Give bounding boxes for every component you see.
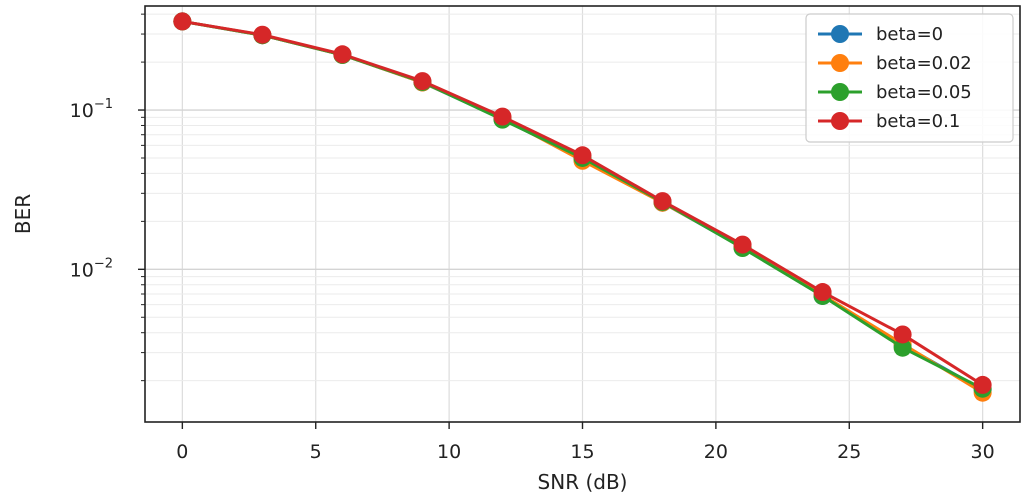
legend-marker — [831, 112, 849, 130]
y-axis: 10−1 10−2 — [70, 13, 145, 382]
data-point — [813, 283, 832, 302]
legend-box — [805, 13, 1014, 143]
data-point — [413, 72, 432, 91]
x-tick-label: 25 — [837, 441, 861, 463]
legend-marker — [831, 25, 849, 43]
x-tick-label: 30 — [971, 441, 995, 463]
data-point — [333, 45, 352, 64]
x-axis-title: SNR (dB) — [538, 470, 628, 494]
data-point — [173, 12, 192, 31]
x-tick-label: 20 — [704, 441, 728, 463]
legend-label: beta=0.02 — [876, 53, 972, 74]
data-point — [973, 375, 992, 394]
data-point — [893, 338, 912, 357]
legend-entry: beta=0.02 — [818, 53, 972, 74]
data-point — [253, 25, 272, 44]
data-point — [893, 325, 912, 344]
data-point — [733, 235, 752, 254]
legend: beta=0 beta=0.02 beta=0.05 beta=0.1 — [805, 13, 1014, 143]
x-tick-label: 0 — [176, 441, 188, 463]
legend-label: beta=0.05 — [876, 82, 972, 103]
x-tick-label: 10 — [437, 441, 461, 463]
legend-entry: beta=0.05 — [818, 82, 972, 103]
legend-entry: beta=0 — [818, 24, 943, 45]
x-tick-label: 15 — [570, 441, 594, 463]
series-beta=0.1 — [173, 12, 992, 394]
y-tick-label: 10−2 — [70, 256, 113, 281]
y-tick-label: 10−1 — [70, 97, 113, 122]
x-axis: 0 5 10 15 20 25 30 — [176, 422, 995, 463]
series-layer — [173, 12, 992, 402]
data-point — [493, 107, 512, 126]
legend-marker — [831, 83, 849, 101]
x-tick-label: 5 — [310, 441, 322, 463]
legend-label: beta=0.1 — [876, 111, 960, 132]
legend-label: beta=0 — [876, 24, 943, 45]
legend-entry: beta=0.1 — [818, 111, 960, 132]
data-point — [653, 192, 672, 211]
legend-marker — [831, 54, 849, 72]
y-axis-title: BER — [11, 194, 35, 234]
data-point — [573, 146, 592, 165]
